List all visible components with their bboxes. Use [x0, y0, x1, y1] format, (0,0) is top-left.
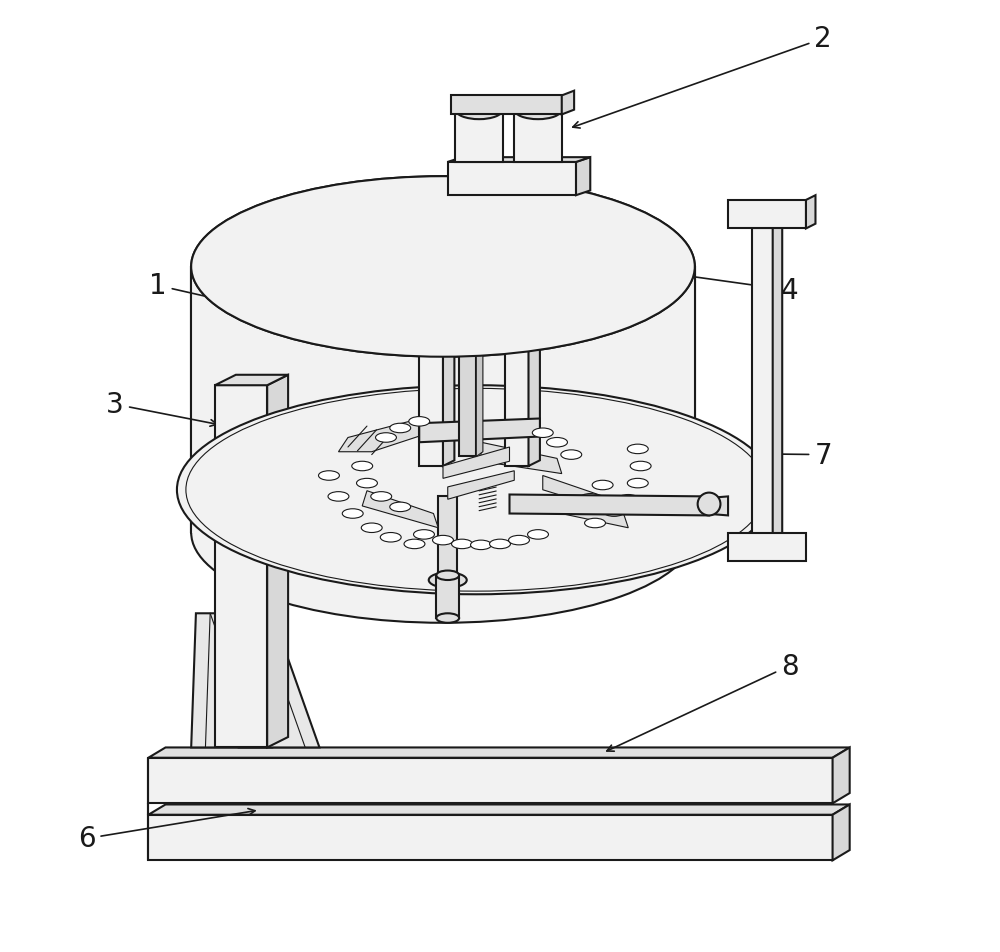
Ellipse shape: [433, 536, 453, 545]
Polygon shape: [773, 225, 782, 538]
Polygon shape: [481, 443, 562, 474]
Polygon shape: [148, 815, 833, 861]
Ellipse shape: [376, 433, 396, 443]
Polygon shape: [833, 804, 850, 861]
Ellipse shape: [514, 153, 562, 172]
Ellipse shape: [547, 438, 567, 447]
Ellipse shape: [561, 504, 582, 513]
Ellipse shape: [455, 153, 503, 172]
Ellipse shape: [561, 450, 582, 460]
Polygon shape: [505, 239, 529, 466]
Polygon shape: [362, 491, 438, 528]
Ellipse shape: [404, 540, 425, 549]
Polygon shape: [419, 419, 540, 443]
Polygon shape: [443, 233, 454, 466]
Ellipse shape: [191, 177, 695, 357]
Ellipse shape: [191, 177, 695, 357]
Ellipse shape: [528, 530, 548, 540]
Ellipse shape: [380, 533, 401, 543]
Ellipse shape: [452, 540, 472, 549]
Ellipse shape: [509, 536, 529, 545]
Polygon shape: [191, 268, 695, 533]
Text: 7: 7: [660, 441, 832, 469]
Polygon shape: [267, 375, 288, 747]
Ellipse shape: [191, 443, 695, 624]
Ellipse shape: [414, 530, 434, 540]
Polygon shape: [448, 471, 514, 500]
Polygon shape: [448, 163, 576, 196]
Polygon shape: [148, 747, 850, 758]
Polygon shape: [215, 386, 267, 747]
Ellipse shape: [390, 424, 411, 433]
Text: 2: 2: [573, 26, 832, 129]
Polygon shape: [459, 239, 476, 457]
Ellipse shape: [328, 492, 349, 502]
Polygon shape: [552, 495, 628, 528]
Ellipse shape: [627, 445, 648, 454]
Ellipse shape: [367, 282, 401, 295]
Ellipse shape: [409, 417, 430, 426]
Polygon shape: [239, 614, 319, 747]
Text: 4: 4: [557, 256, 799, 305]
Ellipse shape: [618, 495, 639, 505]
Polygon shape: [419, 239, 443, 466]
Ellipse shape: [352, 462, 373, 471]
Ellipse shape: [532, 428, 553, 438]
Polygon shape: [338, 414, 438, 452]
Ellipse shape: [429, 573, 467, 588]
Polygon shape: [728, 201, 806, 229]
Ellipse shape: [361, 524, 382, 533]
Polygon shape: [148, 804, 850, 815]
Ellipse shape: [585, 519, 605, 528]
Polygon shape: [529, 233, 540, 466]
Ellipse shape: [390, 503, 411, 512]
Ellipse shape: [371, 492, 392, 502]
Polygon shape: [205, 505, 298, 528]
Polygon shape: [191, 614, 272, 747]
Ellipse shape: [436, 571, 459, 581]
Polygon shape: [419, 245, 540, 266]
Polygon shape: [543, 476, 614, 512]
Polygon shape: [476, 234, 483, 457]
Ellipse shape: [357, 479, 377, 488]
Ellipse shape: [627, 479, 648, 488]
Ellipse shape: [177, 386, 776, 595]
Polygon shape: [215, 375, 288, 386]
Polygon shape: [448, 158, 590, 163]
Polygon shape: [576, 158, 590, 196]
Ellipse shape: [604, 507, 624, 517]
Polygon shape: [455, 110, 503, 163]
Ellipse shape: [698, 493, 720, 516]
Ellipse shape: [319, 471, 339, 481]
Polygon shape: [806, 196, 815, 229]
Polygon shape: [728, 533, 806, 562]
Ellipse shape: [455, 101, 503, 120]
Polygon shape: [833, 747, 850, 803]
Ellipse shape: [342, 509, 363, 519]
Polygon shape: [514, 110, 562, 163]
Polygon shape: [451, 96, 562, 115]
Polygon shape: [752, 229, 773, 538]
Ellipse shape: [580, 494, 601, 504]
Ellipse shape: [367, 242, 401, 255]
Polygon shape: [704, 497, 728, 516]
Polygon shape: [443, 447, 510, 479]
Ellipse shape: [630, 462, 651, 471]
Ellipse shape: [471, 541, 491, 550]
Text: 3: 3: [106, 391, 217, 426]
Text: 6: 6: [78, 808, 255, 853]
Polygon shape: [562, 91, 574, 115]
Polygon shape: [436, 576, 459, 619]
Polygon shape: [148, 758, 833, 803]
Ellipse shape: [514, 101, 562, 120]
Text: 1: 1: [149, 272, 362, 334]
Text: 8: 8: [607, 652, 799, 751]
Polygon shape: [438, 497, 457, 581]
Ellipse shape: [436, 614, 459, 624]
Polygon shape: [510, 495, 709, 516]
Ellipse shape: [592, 481, 613, 490]
Ellipse shape: [490, 540, 510, 549]
Polygon shape: [419, 313, 540, 333]
